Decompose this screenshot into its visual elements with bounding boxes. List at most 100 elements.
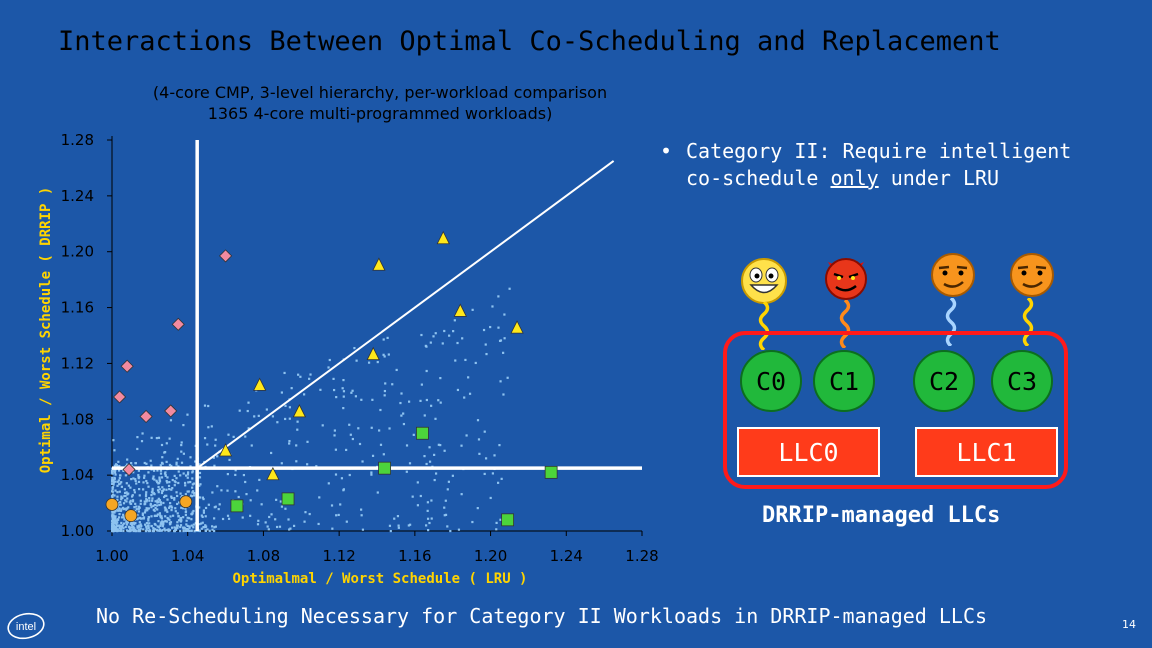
cloud-point (150, 491, 154, 494)
cloud-point (483, 430, 486, 433)
cloud-point (191, 512, 194, 515)
cloud-point (149, 503, 152, 507)
cloud-point (156, 508, 159, 511)
cloud-point (159, 522, 162, 525)
cloud-point (135, 482, 138, 485)
square-point (281, 492, 295, 506)
cloud-point (159, 472, 163, 475)
y-tick-label: 1.24 (61, 187, 94, 205)
cloud-point (170, 464, 173, 468)
cloud-point (153, 509, 156, 512)
cloud-point (297, 373, 300, 376)
cloud-point (384, 382, 387, 385)
cloud-point (122, 516, 125, 519)
cloud-point (247, 427, 250, 430)
cloud-point (180, 450, 183, 453)
cloud-point (118, 465, 121, 468)
cloud-point (114, 463, 118, 466)
cloud-point (159, 464, 162, 467)
cloud-point (200, 522, 203, 525)
cloud-point (173, 529, 176, 533)
cloud-point (463, 396, 466, 399)
cloud-point (270, 451, 273, 455)
cloud-point (149, 459, 152, 462)
cloud-point (156, 489, 160, 492)
cloud-point (186, 476, 189, 479)
cloud-point (185, 519, 188, 522)
diamond-point (120, 359, 134, 373)
cloud-point (283, 371, 286, 375)
cloud-point (202, 511, 205, 514)
cloud-point (238, 409, 241, 412)
y-tick-label: 1.08 (61, 410, 94, 428)
cloud-point (158, 499, 162, 502)
cloud-point (446, 525, 449, 528)
cloud-point (234, 490, 237, 493)
cloud-point (144, 509, 147, 512)
cloud-point (125, 482, 128, 485)
cloud-point (361, 528, 365, 531)
cloud-point (133, 506, 136, 509)
cloud-point (112, 527, 116, 530)
cloud-point (288, 439, 291, 443)
cloud-point (123, 517, 127, 520)
triangle-point (436, 230, 450, 245)
cloud-point (164, 519, 167, 523)
cloud-point (130, 462, 133, 465)
cloud-point (117, 516, 121, 519)
cloud-point (136, 517, 139, 521)
cloud-point (426, 517, 430, 520)
cloud-point (176, 521, 179, 524)
cloud-point (447, 480, 450, 483)
cloud-point (185, 527, 189, 531)
spring-icon-c0 (758, 302, 770, 350)
diamond-point (171, 317, 185, 331)
cloud-point (158, 528, 162, 531)
cloud-point (453, 319, 456, 322)
triangle-point (372, 257, 386, 271)
cloud-point (119, 503, 122, 506)
cloud-point (419, 494, 422, 498)
cloud-point (162, 501, 165, 505)
cloud-point (184, 484, 187, 487)
cloud-point (116, 491, 119, 494)
cloud-point (393, 517, 396, 520)
cloud-point (376, 360, 379, 364)
cloud-point (211, 525, 214, 528)
cloud-point (129, 522, 132, 525)
cloud-point (355, 359, 358, 362)
cloud-point (138, 516, 142, 520)
cloud-point (163, 495, 166, 499)
cloud-point (146, 507, 149, 510)
square-point (230, 499, 244, 513)
cloud-point (132, 528, 135, 531)
cloud-point (113, 516, 116, 519)
cloud-point (168, 529, 172, 532)
cloud-point (234, 473, 237, 477)
cloud-point (443, 506, 446, 509)
spring-icon-c3 (1022, 298, 1034, 346)
y-tick-label: 1.16 (61, 299, 94, 317)
cloud-point (143, 511, 147, 514)
cloud-point (163, 506, 167, 509)
cloud-point (349, 433, 352, 436)
cloud-point (152, 504, 155, 508)
cloud-point (186, 413, 189, 416)
cloud-point (159, 501, 162, 504)
cloud-point (334, 473, 338, 476)
cloud-point (237, 495, 240, 499)
cloud-point (170, 488, 173, 491)
cloud-point (180, 461, 184, 464)
svg-text:intel: intel (16, 621, 36, 633)
cloud-point (434, 472, 438, 475)
cloud-point (171, 526, 174, 529)
cloud-point (169, 522, 172, 525)
cloud-point (452, 330, 455, 333)
cloud-point (308, 377, 311, 380)
cloud-point (179, 492, 182, 495)
cloud-point (143, 461, 146, 465)
cloud-point (177, 501, 181, 504)
cloud-point (360, 514, 363, 517)
cloud-point (289, 527, 292, 530)
